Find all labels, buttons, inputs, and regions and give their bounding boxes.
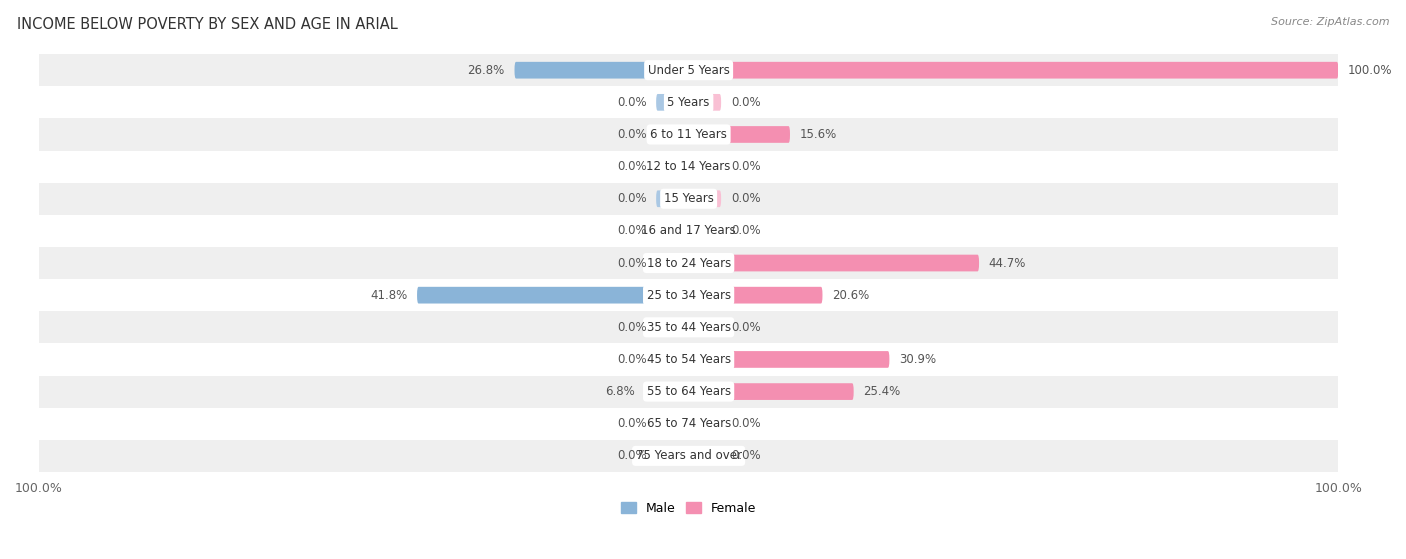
Text: 16 and 17 Years: 16 and 17 Years <box>641 224 735 238</box>
Text: 0.0%: 0.0% <box>617 128 647 141</box>
Bar <box>39 311 1339 343</box>
Bar <box>39 376 1339 408</box>
FancyBboxPatch shape <box>689 94 721 111</box>
Text: 6 to 11 Years: 6 to 11 Years <box>650 128 727 141</box>
Text: Source: ZipAtlas.com: Source: ZipAtlas.com <box>1271 17 1389 27</box>
Text: 0.0%: 0.0% <box>617 224 647 238</box>
Bar <box>39 247 1339 279</box>
FancyBboxPatch shape <box>689 383 853 400</box>
FancyBboxPatch shape <box>657 415 689 432</box>
Text: 0.0%: 0.0% <box>617 257 647 269</box>
FancyBboxPatch shape <box>657 191 689 207</box>
Text: 12 to 14 Years: 12 to 14 Years <box>647 160 731 173</box>
Bar <box>39 54 1339 86</box>
FancyBboxPatch shape <box>689 287 823 304</box>
Text: 0.0%: 0.0% <box>617 417 647 430</box>
FancyBboxPatch shape <box>689 62 1339 79</box>
Text: 75 Years and over: 75 Years and over <box>636 449 741 462</box>
FancyBboxPatch shape <box>657 94 689 111</box>
FancyBboxPatch shape <box>689 126 790 143</box>
FancyBboxPatch shape <box>689 351 890 368</box>
Bar <box>39 86 1339 119</box>
Text: 0.0%: 0.0% <box>617 449 647 462</box>
FancyBboxPatch shape <box>657 351 689 368</box>
FancyBboxPatch shape <box>689 415 721 432</box>
Text: 5 Years: 5 Years <box>668 96 710 109</box>
Text: 55 to 64 Years: 55 to 64 Years <box>647 385 731 398</box>
Bar <box>39 408 1339 440</box>
FancyBboxPatch shape <box>644 383 689 400</box>
Text: 0.0%: 0.0% <box>731 449 761 462</box>
Text: 6.8%: 6.8% <box>605 385 634 398</box>
Text: 0.0%: 0.0% <box>617 321 647 334</box>
Bar <box>39 150 1339 183</box>
FancyBboxPatch shape <box>689 191 721 207</box>
Bar <box>39 119 1339 150</box>
Bar <box>39 440 1339 472</box>
Text: 44.7%: 44.7% <box>988 257 1026 269</box>
FancyBboxPatch shape <box>657 222 689 239</box>
Text: 26.8%: 26.8% <box>468 64 505 77</box>
Text: 0.0%: 0.0% <box>731 224 761 238</box>
Bar <box>39 183 1339 215</box>
Text: Under 5 Years: Under 5 Years <box>648 64 730 77</box>
Text: 45 to 54 Years: 45 to 54 Years <box>647 353 731 366</box>
Bar <box>39 215 1339 247</box>
Text: 100.0%: 100.0% <box>1348 64 1392 77</box>
Text: 15.6%: 15.6% <box>800 128 837 141</box>
Text: 25 to 34 Years: 25 to 34 Years <box>647 288 731 302</box>
Text: 25.4%: 25.4% <box>863 385 901 398</box>
Text: 0.0%: 0.0% <box>617 353 647 366</box>
FancyBboxPatch shape <box>515 62 689 79</box>
FancyBboxPatch shape <box>418 287 689 304</box>
Text: 0.0%: 0.0% <box>731 417 761 430</box>
Text: 20.6%: 20.6% <box>832 288 869 302</box>
FancyBboxPatch shape <box>689 319 721 335</box>
Text: 0.0%: 0.0% <box>731 96 761 109</box>
Bar <box>39 343 1339 376</box>
FancyBboxPatch shape <box>657 255 689 271</box>
Text: 18 to 24 Years: 18 to 24 Years <box>647 257 731 269</box>
Text: INCOME BELOW POVERTY BY SEX AND AGE IN ARIAL: INCOME BELOW POVERTY BY SEX AND AGE IN A… <box>17 17 398 32</box>
FancyBboxPatch shape <box>689 222 721 239</box>
Text: 0.0%: 0.0% <box>731 192 761 205</box>
Text: 0.0%: 0.0% <box>617 192 647 205</box>
Text: 0.0%: 0.0% <box>617 96 647 109</box>
FancyBboxPatch shape <box>689 255 979 271</box>
Text: 15 Years: 15 Years <box>664 192 714 205</box>
Bar <box>39 279 1339 311</box>
FancyBboxPatch shape <box>657 158 689 175</box>
FancyBboxPatch shape <box>657 319 689 335</box>
Text: 0.0%: 0.0% <box>731 321 761 334</box>
Text: 35 to 44 Years: 35 to 44 Years <box>647 321 731 334</box>
FancyBboxPatch shape <box>657 126 689 143</box>
Text: 41.8%: 41.8% <box>370 288 408 302</box>
FancyBboxPatch shape <box>689 448 721 464</box>
FancyBboxPatch shape <box>689 158 721 175</box>
Text: 0.0%: 0.0% <box>617 160 647 173</box>
FancyBboxPatch shape <box>657 448 689 464</box>
Text: 0.0%: 0.0% <box>731 160 761 173</box>
Text: 65 to 74 Years: 65 to 74 Years <box>647 417 731 430</box>
Legend: Male, Female: Male, Female <box>616 497 761 520</box>
Text: 30.9%: 30.9% <box>898 353 936 366</box>
